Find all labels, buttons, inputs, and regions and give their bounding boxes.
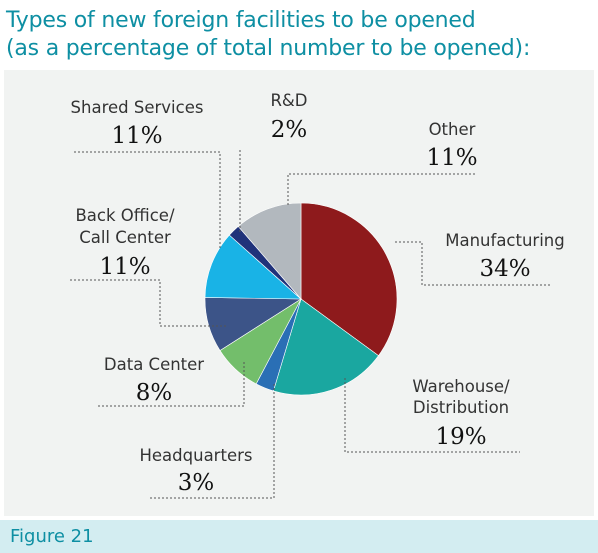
slice-value-back-office-call-center: 11% (99, 254, 150, 280)
slice-value-other: 11% (426, 145, 477, 171)
slice-value-manufacturing: 34% (479, 256, 530, 282)
slice-value-shared-services: 11% (111, 123, 162, 149)
slice-value-headquarters: 3% (178, 470, 215, 496)
leader-line-0 (395, 241, 552, 286)
slice-label-warehouse-distribution-line-1: Warehouse/ (412, 377, 510, 396)
leader-lines (68, 148, 552, 499)
slice-value-warehouse-distribution: 19% (435, 424, 486, 450)
pie-slices (204, 202, 398, 396)
leader-line-3 (96, 362, 245, 407)
leader-line-2 (148, 384, 275, 499)
pie-slice-other (237, 202, 302, 300)
chart-title-line-1: Types of new foreign facilities to be op… (6, 8, 476, 33)
leader-line-1 (344, 378, 520, 453)
slice-label-r-d: R&D (270, 91, 307, 110)
slice-label-warehouse-distribution-line-2: Distribution (413, 398, 509, 417)
slice-value-data-center: 8% (136, 380, 173, 406)
slice-label-back-office-call-center-line-2: Call Center (79, 228, 171, 247)
chart-title-line-2: (as a percentage of total number to be o… (6, 36, 531, 61)
slice-label-other: Other (429, 120, 476, 139)
leader-line-4 (68, 279, 226, 327)
slice-label-manufacturing: Manufacturing (445, 231, 564, 250)
pie-slice-manufacturing (300, 202, 398, 357)
leader-line-7 (287, 173, 476, 205)
slice-value-r-d: 2% (271, 117, 308, 143)
figure-number-label: Figure 21 (10, 526, 94, 547)
slice-label-shared-services: Shared Services (71, 98, 204, 117)
slice-label-data-center: Data Center (104, 355, 204, 374)
slice-labels: Manufacturing 34% Warehouse/Distribution 19… (71, 91, 565, 496)
pie-slice-warehouse-distribution (273, 298, 379, 396)
figure-header: Types of new foreign facilities to be op… (0, 0, 598, 70)
leader-line-5 (72, 151, 221, 248)
pie-slice-back-office-call-center (204, 234, 302, 300)
figure-footer: Figure 21 (0, 520, 598, 553)
slice-label-back-office-call-center-line-1: Back Office/ (75, 206, 174, 225)
slice-label-headquarters: Headquarters (140, 446, 253, 465)
